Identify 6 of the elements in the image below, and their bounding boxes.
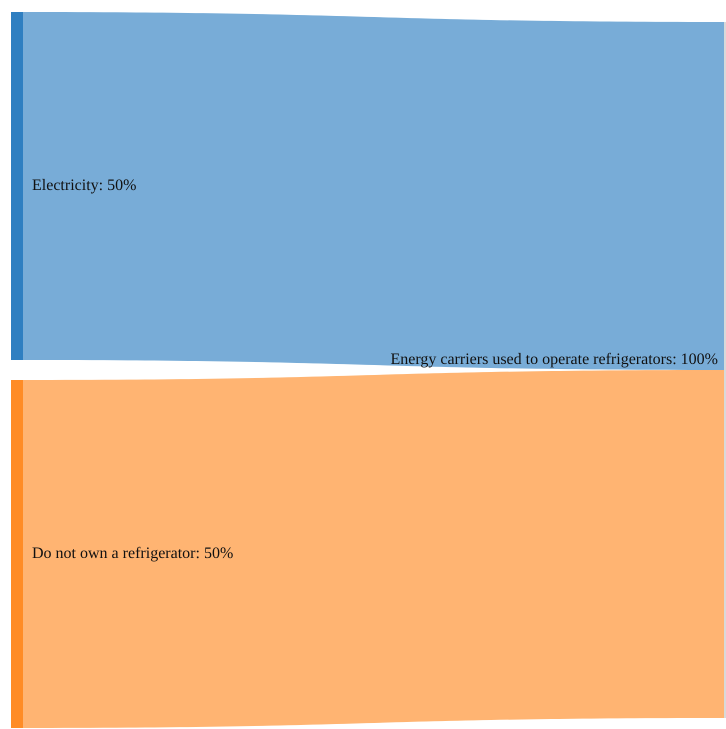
category-label: Energy carriers used to operate refrigerators bbox=[390, 351, 672, 368]
data-label: : 50% bbox=[195, 545, 234, 562]
category-label: Electricity bbox=[32, 177, 99, 194]
data-label: : 50% bbox=[98, 177, 136, 194]
data-label: : 100% bbox=[672, 351, 718, 368]
category-label: Do not own a refrigerator bbox=[32, 545, 196, 562]
